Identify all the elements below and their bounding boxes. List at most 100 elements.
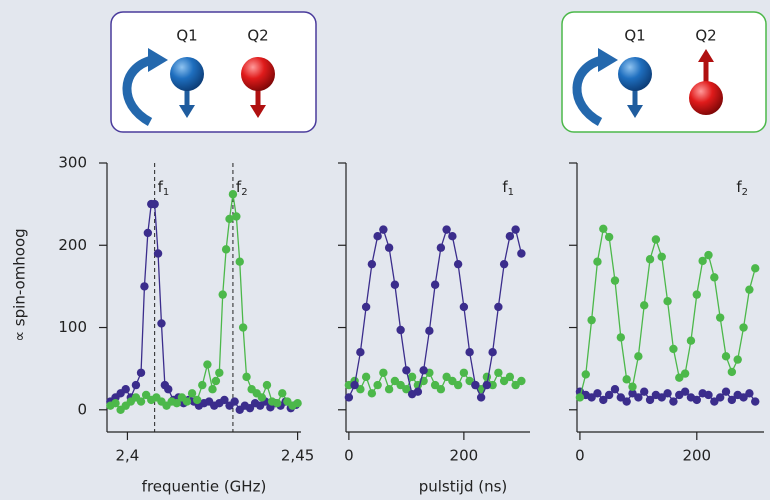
x-tick-label: 2,4 (115, 447, 139, 465)
y-tick-label: 200 (58, 236, 87, 254)
data-point (238, 323, 248, 332)
data-point (402, 385, 411, 394)
data-point (517, 249, 526, 258)
data-point (622, 375, 631, 384)
data-point (745, 285, 754, 294)
annotation-sub: 1 (163, 187, 169, 198)
data-point (499, 259, 509, 269)
annotation-sub: 2 (241, 187, 247, 198)
data-point (350, 380, 359, 390)
data-point (593, 257, 602, 266)
data-point (587, 393, 596, 402)
qubit-sphere (689, 81, 723, 115)
data-point (442, 225, 451, 234)
data-point (739, 393, 748, 402)
spin-arrow-head (250, 105, 266, 118)
data-point (396, 325, 405, 335)
data-point (628, 382, 637, 391)
data-point (482, 372, 492, 382)
data-point (727, 367, 737, 377)
data-point (390, 280, 400, 289)
data-point (692, 395, 701, 405)
qubit-label: Q1 (176, 27, 197, 45)
data-point (587, 315, 596, 325)
data-point (710, 397, 719, 406)
data-point (581, 370, 590, 379)
data-point (232, 212, 241, 221)
x-tick-label: 2,45 (281, 447, 314, 465)
annotation-sub: 1 (508, 187, 514, 198)
data-point (402, 366, 411, 375)
data-point (425, 326, 434, 336)
data-point (616, 393, 626, 402)
data-point (235, 257, 244, 266)
data-point (610, 276, 620, 285)
data-point (436, 385, 446, 394)
data-point (599, 224, 608, 234)
data-point (225, 214, 234, 224)
data-point (367, 389, 377, 398)
x-axis-label: pulstijd (ns) (419, 478, 508, 496)
data-point (436, 243, 446, 252)
data-point (187, 389, 197, 398)
data-point (494, 302, 503, 312)
data-point (384, 385, 394, 394)
data-point (413, 387, 423, 396)
data-point (651, 235, 661, 244)
data-point (482, 380, 492, 390)
data-point (407, 372, 417, 382)
data-point (459, 368, 469, 377)
data-point (575, 393, 585, 402)
data-point (453, 259, 463, 269)
x-axis-label: frequentie (GHz) (142, 478, 267, 496)
data-point (634, 393, 643, 402)
data-point (511, 225, 520, 234)
annotation: f1 (502, 178, 514, 199)
qubit-label: Q2 (695, 27, 716, 45)
y-axis-label: ∝ spin-omhoog (11, 228, 29, 341)
qubit-label: Q2 (247, 27, 268, 45)
data-point (715, 313, 725, 322)
data-point (356, 348, 365, 357)
data-point (599, 395, 608, 405)
data-point (220, 395, 229, 405)
data-point (745, 389, 754, 398)
rotation-arrow (572, 55, 604, 126)
annotation-sub: 2 (742, 187, 748, 198)
data-point (494, 368, 503, 377)
annotation: f2 (736, 178, 748, 199)
data-point (131, 380, 141, 390)
data-point (663, 389, 672, 398)
data-point (272, 399, 282, 408)
data-point (669, 397, 678, 406)
annotation: f2 (236, 178, 248, 199)
data-point (228, 190, 238, 199)
data-point (211, 376, 221, 386)
data-point (634, 352, 643, 361)
data-point (604, 390, 614, 400)
data-point (692, 290, 701, 299)
data-point (471, 380, 480, 390)
data-point (419, 366, 428, 375)
data-point (230, 397, 239, 406)
data-point (645, 395, 655, 405)
data-point (657, 252, 666, 261)
data-point (721, 352, 731, 361)
data-point (610, 385, 620, 394)
data-point (739, 323, 748, 332)
data-point (192, 395, 202, 405)
data-point (143, 228, 153, 238)
data-point (361, 372, 371, 382)
data-point (675, 373, 684, 382)
data-point (663, 297, 672, 306)
data-point (593, 389, 602, 398)
data-point (628, 389, 637, 398)
inset-right: Q1 Q2 (561, 11, 767, 133)
data-point (680, 369, 690, 378)
data-point (215, 368, 224, 377)
data-point (448, 232, 457, 241)
qubit-label: Q1 (624, 27, 645, 45)
data-point (221, 245, 231, 254)
